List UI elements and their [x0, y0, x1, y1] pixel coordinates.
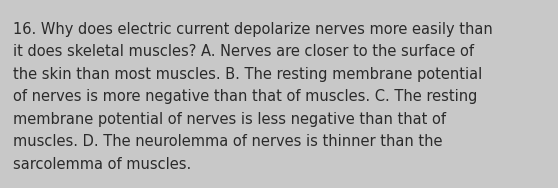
Text: muscles. D. The neurolemma of nerves is thinner than the: muscles. D. The neurolemma of nerves is … — [13, 134, 442, 149]
Text: the skin than most muscles. B. The resting membrane potential: the skin than most muscles. B. The resti… — [13, 67, 482, 82]
Text: it does skeletal muscles? A. Nerves are closer to the surface of: it does skeletal muscles? A. Nerves are … — [13, 45, 474, 59]
Text: of nerves is more negative than that of muscles. C. The resting: of nerves is more negative than that of … — [13, 89, 478, 105]
Text: 16. Why does electric current depolarize nerves more easily than: 16. Why does electric current depolarize… — [13, 22, 493, 37]
Text: membrane potential of nerves is less negative than that of: membrane potential of nerves is less neg… — [13, 112, 446, 127]
Text: sarcolemma of muscles.: sarcolemma of muscles. — [13, 157, 191, 172]
